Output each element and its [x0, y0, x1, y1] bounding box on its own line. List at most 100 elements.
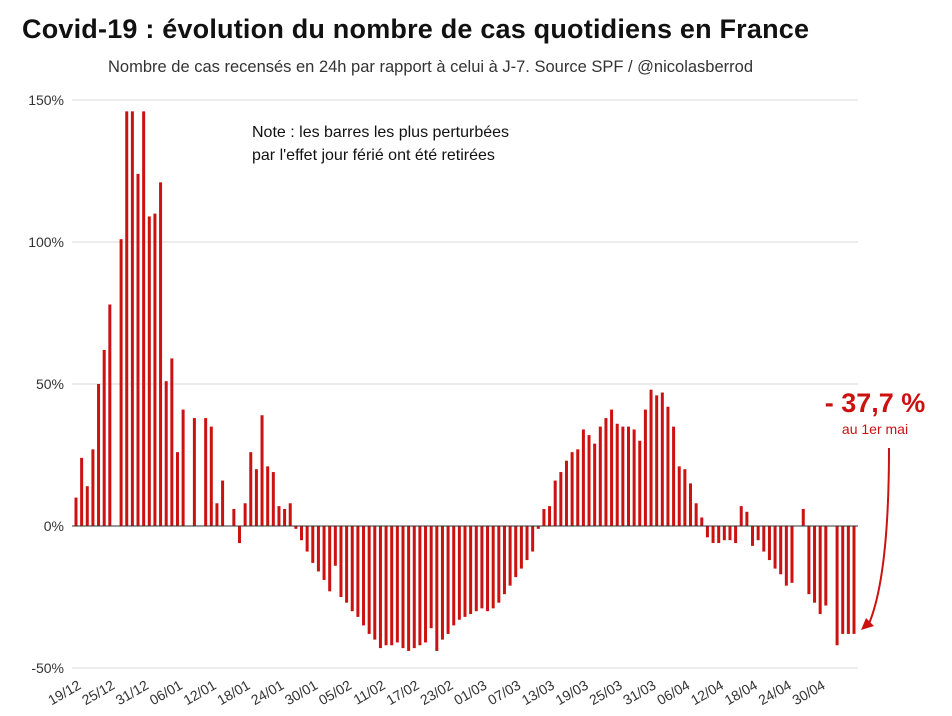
bar [328, 526, 332, 592]
bar [655, 395, 659, 526]
bar [142, 111, 146, 527]
x-tick-label: 18/04 [722, 677, 761, 708]
bar [243, 503, 247, 526]
x-tick-label: 06/01 [147, 677, 186, 708]
bar [125, 111, 129, 527]
bar [384, 526, 388, 646]
bar [824, 526, 828, 606]
bar [424, 526, 428, 643]
bar [209, 426, 213, 526]
bar [446, 526, 450, 634]
y-tick-label: -50% [31, 660, 64, 676]
bar [300, 526, 304, 541]
bar [164, 381, 168, 526]
bar [672, 426, 676, 526]
bar [480, 526, 484, 609]
bar [457, 526, 461, 620]
x-tick-label: 11/02 [350, 677, 388, 708]
bar [316, 526, 320, 572]
bar [745, 511, 749, 526]
bar [722, 526, 726, 541]
x-tick-label: 05/02 [316, 677, 355, 708]
bar [542, 508, 546, 526]
bar [677, 466, 681, 526]
bar [626, 426, 630, 526]
bar [756, 526, 760, 541]
bar [136, 173, 140, 526]
bar [74, 497, 78, 526]
bar [175, 452, 179, 526]
x-tick-label: 01/03 [451, 677, 490, 708]
x-tick-label: 24/01 [248, 677, 287, 708]
callout-arrowhead [861, 618, 874, 630]
bar [587, 435, 591, 526]
callout-value: - 37,7 % [825, 388, 926, 418]
bar [846, 526, 850, 634]
bar [621, 426, 625, 526]
bar [367, 526, 371, 634]
x-tick-label: 25/03 [586, 677, 625, 708]
bar [784, 526, 788, 586]
bar [739, 506, 743, 526]
bar [80, 457, 84, 526]
bar [232, 508, 236, 526]
bar [418, 526, 422, 646]
bar [407, 526, 411, 651]
bar [801, 508, 805, 526]
x-tick-label: 17/02 [383, 677, 422, 708]
bar [322, 526, 326, 580]
bar [548, 506, 552, 526]
y-tick-label: 100% [28, 234, 64, 250]
note-annotation: Note : les barres les plus perturbées pa… [252, 124, 509, 164]
bar [192, 418, 196, 526]
bar [91, 449, 95, 526]
bar [311, 526, 315, 563]
chart-subtitle: Nombre de cas recensés en 24h par rappor… [108, 58, 753, 76]
bar [751, 526, 755, 546]
bar [818, 526, 822, 615]
bar [474, 526, 478, 612]
bar [350, 526, 354, 612]
bar [130, 111, 134, 527]
bar [610, 409, 614, 526]
callout-caption: au 1er mai [842, 421, 908, 437]
bar [440, 526, 444, 640]
bar [598, 426, 602, 526]
note-line-1: Note : les barres les plus perturbées [252, 124, 509, 141]
bar [339, 526, 343, 597]
bar [638, 440, 642, 526]
bar [728, 526, 732, 541]
bar [519, 526, 523, 569]
x-tick-label: 18/01 [214, 677, 253, 708]
bar [147, 216, 151, 526]
bar [813, 526, 817, 603]
bar [283, 508, 287, 526]
bar [469, 526, 473, 615]
bar [508, 526, 512, 586]
bar [666, 406, 670, 526]
bar [237, 526, 241, 544]
bar [254, 469, 258, 526]
bar [305, 526, 309, 552]
bar [643, 409, 647, 526]
bar [97, 384, 101, 526]
x-tick-label: 30/01 [282, 677, 321, 708]
bar [266, 466, 270, 526]
bar [762, 526, 766, 552]
x-tick-label: 06/04 [654, 677, 693, 708]
x-tick-label: 23/02 [417, 677, 456, 708]
bar [159, 182, 163, 527]
bar [435, 526, 439, 651]
bar [502, 526, 506, 595]
x-tick-label: 19/12 [45, 677, 84, 708]
bar [604, 418, 608, 526]
bar [119, 239, 123, 526]
bar [395, 526, 399, 643]
x-tick-label: 24/04 [755, 677, 794, 708]
bar [581, 429, 585, 526]
bar [536, 526, 540, 529]
bar [773, 526, 777, 569]
x-tick-label: 31/12 [113, 677, 152, 708]
bar [717, 526, 721, 544]
